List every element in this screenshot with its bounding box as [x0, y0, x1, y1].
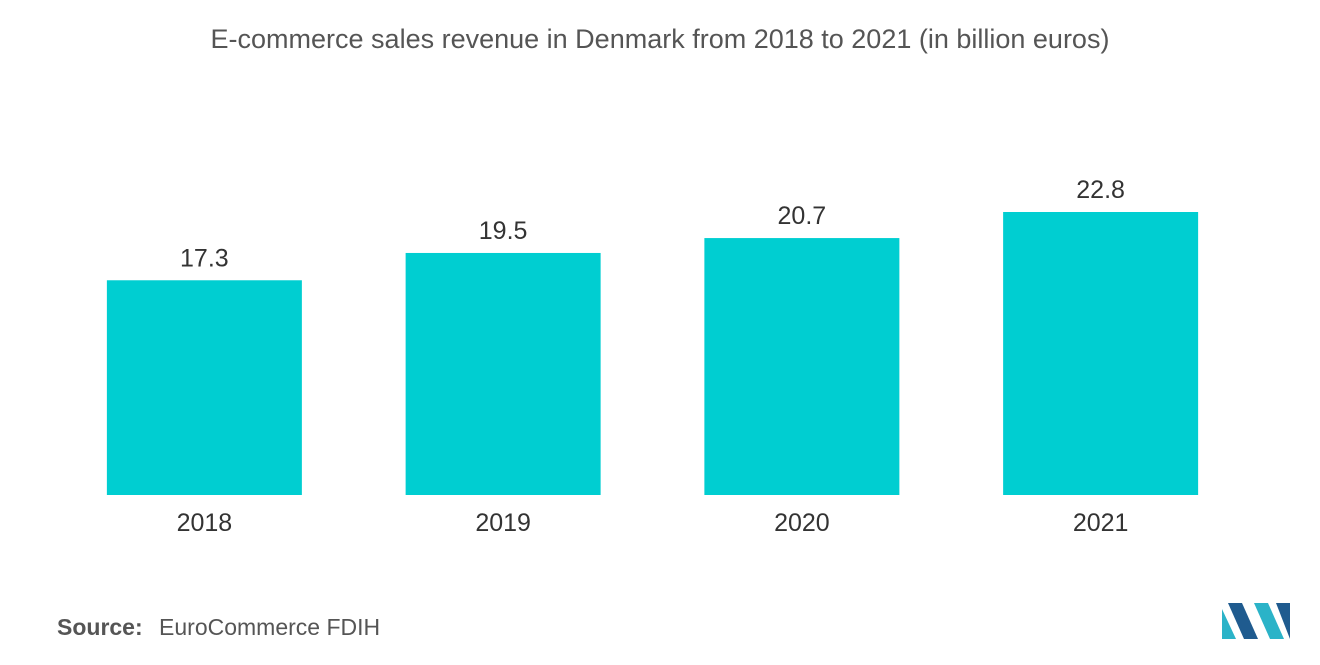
- data-label-2018: 17.3: [180, 244, 229, 272]
- source-text: EuroCommerce FDIH: [159, 614, 381, 640]
- x-tick-label-2020: 2020: [774, 509, 830, 537]
- x-tick-label-2018: 2018: [177, 509, 233, 537]
- data-label-2019: 19.5: [479, 217, 528, 245]
- bar-2021: [1003, 212, 1199, 495]
- x-tick-label-2021: 2021: [1073, 509, 1129, 537]
- bar-2018: [106, 280, 302, 495]
- source-note: Source: EuroCommerce FDIH: [57, 614, 380, 641]
- bar-2019: [405, 252, 601, 495]
- data-label-2021: 22.8: [1076, 176, 1125, 204]
- data-label-2020: 20.7: [778, 202, 827, 230]
- chart-title: E-commerce sales revenue in Denmark from…: [210, 24, 1110, 54]
- x-tick-label-2019: 2019: [475, 509, 531, 537]
- source-label: Source:: [57, 614, 143, 640]
- logo-icon: [1222, 603, 1290, 639]
- bar-2020: [704, 238, 900, 495]
